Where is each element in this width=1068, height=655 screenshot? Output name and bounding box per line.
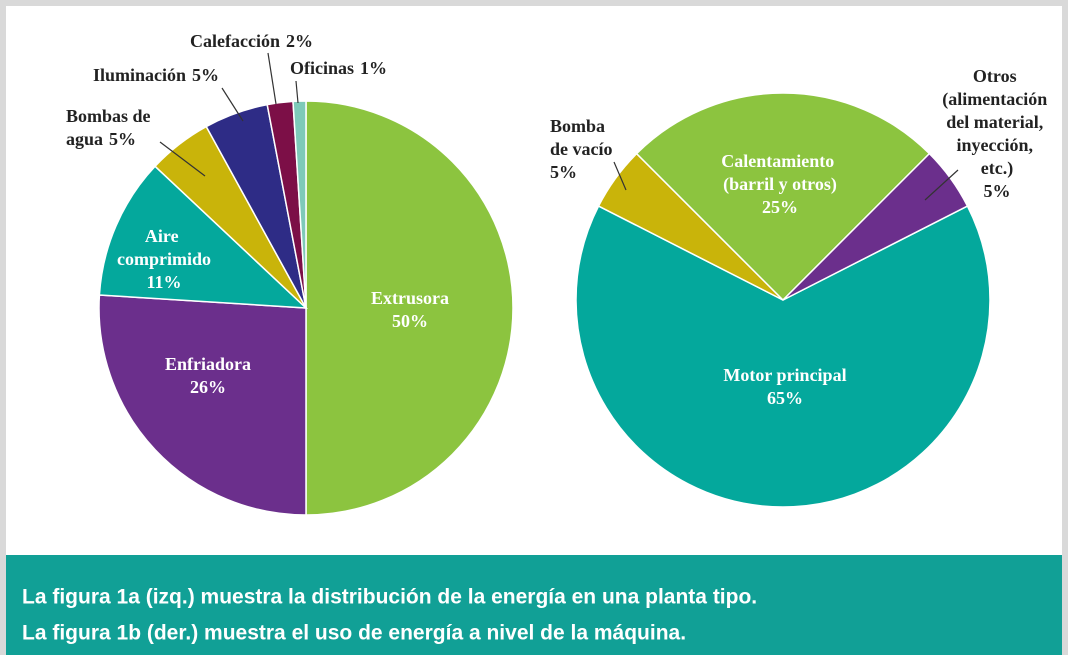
label-line: inyección, [957,135,1038,155]
caption-band [6,555,1062,655]
label-line: Calentamiento [721,151,838,171]
pie-slice [782,152,969,301]
leader-line [267,52,277,105]
leader-line [221,87,244,122]
value-label: 1% [360,58,387,78]
slice-label: Motor principal [723,365,846,385]
pie-slice [292,100,307,309]
slice-label: Bomba de vacío [550,116,613,159]
value-label: 5% [109,129,136,149]
pie-slice [575,205,991,508]
value-label: 2% [286,31,313,51]
slice-label: Otros (alimentación del material, inyecc… [942,66,1052,179]
pie-slice [98,294,307,516]
slice-label: Aire comprimido [117,226,211,269]
label-line: Motor principal [723,365,846,385]
label-line: etc.) [981,158,1013,179]
value-label: 5% [550,162,577,182]
label-line: Extrusora [371,288,449,308]
slice-label: Calentamiento (barril y otros) [721,151,838,195]
label-line: Bomba [550,116,610,136]
value-label: 5% [984,181,1011,201]
label-line: agua [66,129,103,149]
label-line: (barril y otros) [723,174,837,195]
label-line: Enfriadora [165,354,251,374]
label-line: Aire [145,226,183,246]
value-label: 11% [146,272,181,292]
slice-label: Oficinas [290,58,354,78]
label-line: del material, [946,112,1047,132]
label-line: Bombas de [66,106,155,126]
label-line: de vacío [550,139,613,159]
caption-line: La figura 1b (der.) muestra el uso de en… [22,622,686,645]
pie-slice [305,100,514,516]
slice-label: Extrusora [371,288,449,308]
value-label: 25% [762,197,798,217]
value-label: 26% [190,377,226,397]
slice-label: Calefacción [190,31,280,51]
label-line: Calefacción [190,31,280,51]
pie-slice [98,165,309,309]
label-line: (alimentación [942,89,1052,110]
leader-line [613,161,627,191]
pie-slice [635,92,931,302]
value-label: 65% [767,388,803,408]
label-line: comprimido [117,249,211,269]
value-label: 5% [192,65,219,85]
slice-label: Enfriadora [165,354,251,374]
caption-line: La figura 1a (izq.) muestra la distribuc… [22,586,757,609]
leader-line [295,80,299,104]
value-label: 50% [392,311,428,331]
leader-line [159,141,206,177]
slice-label: Bombas de agua [66,106,155,149]
label-line: Otros [973,66,1021,86]
label-line: Oficinas [290,58,354,78]
leader-line [924,169,959,201]
slice-label: Iluminación [93,65,186,85]
label-line: Iluminación [93,65,186,85]
